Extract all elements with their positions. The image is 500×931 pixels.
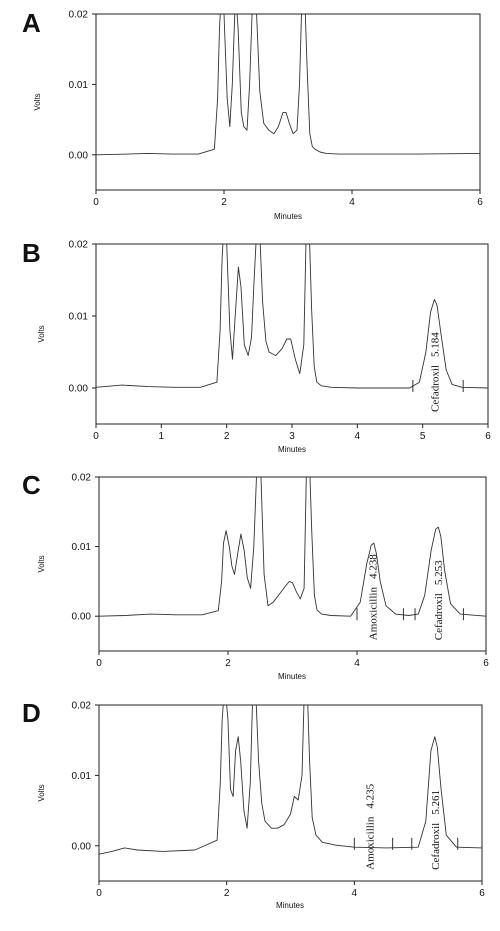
peak-label: Cefadroxil 5.184 [430, 332, 442, 412]
y-tick-label: 0.00 [72, 841, 92, 852]
peak-label: Amoxicillin 4.235 [364, 783, 376, 869]
peak-compound-name: Cefadroxil [430, 365, 442, 412]
y-tick-label: 0.01 [72, 771, 92, 782]
peak-label: Cefadroxil 5.261 [430, 790, 442, 870]
x-tick-label: 6 [483, 658, 489, 669]
x-tick-label: 0 [96, 888, 102, 899]
peak-compound-name: Amoxicillin [367, 587, 379, 641]
plot-frame [98, 476, 487, 652]
y-tick-label: 0.00 [69, 150, 89, 161]
chromatogram-panel-b: B 0.00 0.01 0.02 0 1 2 3 4 5 6 Minutes Volts Cefadrox… [22, 238, 491, 454]
y-tick-label: 0.01 [69, 312, 89, 323]
peak-retention-time: 4.235 [364, 783, 376, 808]
panel-letter: C [22, 470, 41, 500]
chromatogram-panel-a: A 0.00 0.01 0.02 0 2 4 6 Minutes Volts [22, 8, 483, 221]
x-tick-label: 2 [224, 888, 230, 899]
chromatogram-trace [96, 244, 488, 389]
x-tick-label: 2 [221, 197, 227, 208]
plot-frame [95, 13, 481, 191]
x-tick-label: 3 [289, 431, 295, 442]
peak-retention-time: 5.184 [430, 332, 442, 357]
chromatogram-trace [99, 705, 482, 855]
panel-letter: A [22, 8, 41, 38]
panel-letter: D [22, 698, 41, 728]
peak-retention-time: 5.261 [430, 790, 442, 815]
y-tick-label: 0.00 [69, 384, 89, 395]
x-tick-label: 4 [354, 658, 360, 669]
y-axis-title: Volts [37, 555, 46, 572]
x-axis-title: Minutes [276, 901, 304, 910]
chromatogram-trace [96, 14, 480, 156]
peak-label: Cefadroxil 5.253 [433, 560, 445, 640]
y-axis-title: Volts [37, 784, 46, 801]
peak-label: Amoxicillin 4.238 [367, 554, 379, 640]
peak-retention-time: 5.253 [433, 560, 445, 585]
x-tick-label: 4 [355, 431, 361, 442]
panel-letter: B [22, 238, 41, 268]
x-tick-label: 6 [477, 197, 483, 208]
y-tick-label: 0.02 [72, 473, 92, 484]
chromatogram-panel-d: D 0.00 0.01 0.02 0 2 4 6 Minutes Volts Amoxicillin… [22, 698, 485, 910]
x-axis-title: Minutes [278, 672, 306, 681]
x-tick-label: 2 [224, 431, 230, 442]
plot-frame [98, 704, 483, 882]
peak-compound-name: Amoxicillin [364, 816, 376, 870]
x-tick-label: 4 [352, 888, 358, 899]
x-axis-title: Minutes [274, 212, 302, 221]
x-tick-label: 6 [485, 431, 491, 442]
peak-compound-name: Cefadroxil [430, 823, 442, 870]
x-tick-label: 5 [420, 431, 426, 442]
x-tick-label: 0 [93, 197, 99, 208]
y-tick-label: 0.01 [72, 542, 92, 553]
x-tick-label: 0 [93, 431, 99, 442]
y-tick-label: 0.02 [69, 240, 89, 251]
x-tick-label: 0 [96, 658, 102, 669]
x-tick-label: 4 [349, 197, 355, 208]
y-tick-label: 0.02 [69, 10, 89, 21]
peak-retention-time: 4.238 [367, 554, 379, 579]
peak-compound-name: Cefadroxil [433, 593, 445, 640]
y-tick-label: 0.01 [69, 80, 89, 91]
x-axis-title: Minutes [278, 445, 306, 454]
x-tick-label: 1 [159, 431, 165, 442]
y-axis-title: Volts [33, 93, 42, 110]
x-tick-label: 2 [225, 658, 231, 669]
chromatogram-panel-c: C 0.00 0.01 0.02 0 2 4 6 Minutes Volts Amoxicillin… [22, 470, 489, 681]
y-axis-title: Volts [37, 325, 46, 342]
y-tick-label: 0.00 [72, 612, 92, 623]
x-tick-label: 6 [479, 888, 485, 899]
y-tick-label: 0.02 [72, 701, 92, 712]
